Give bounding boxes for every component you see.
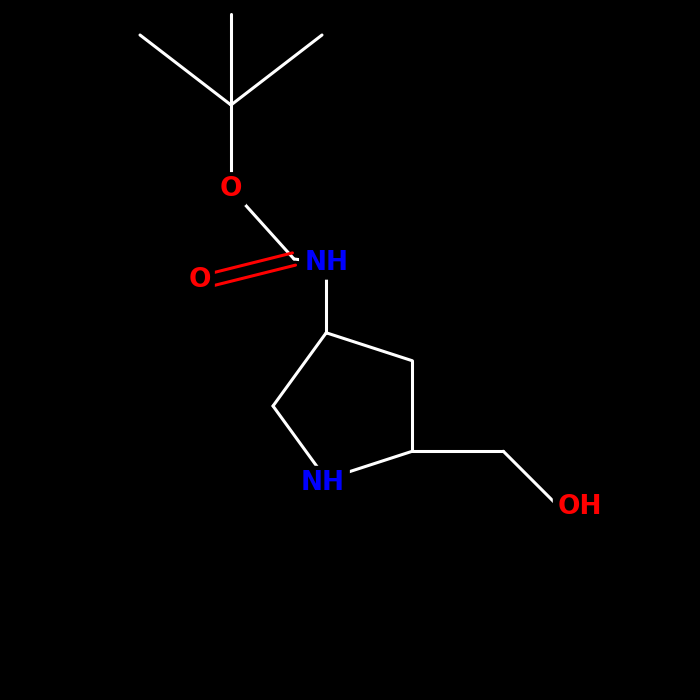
Text: NH: NH: [302, 248, 351, 276]
Text: O: O: [188, 267, 211, 293]
Text: NH: NH: [304, 250, 348, 276]
Text: O: O: [218, 175, 244, 203]
Text: O: O: [187, 266, 212, 294]
Text: NH: NH: [298, 469, 347, 497]
Text: OH: OH: [558, 494, 603, 520]
Text: OH: OH: [556, 494, 605, 522]
Text: O: O: [220, 176, 242, 202]
Text: NH: NH: [301, 470, 344, 496]
